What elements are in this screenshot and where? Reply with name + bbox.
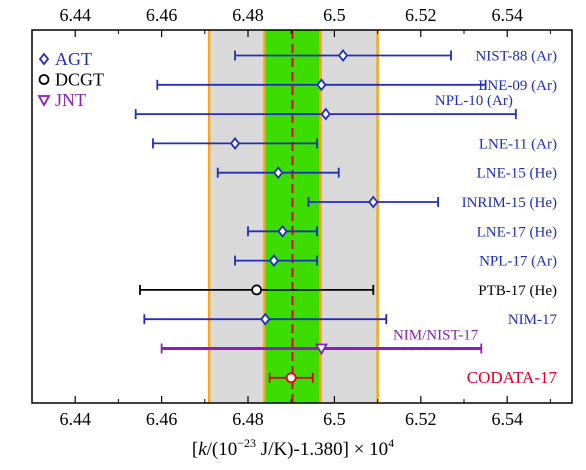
point-label: NPL-17 (Ar) xyxy=(479,254,557,270)
xlabel-open: [ xyxy=(192,439,198,460)
x-tick-label-top: 6.54 xyxy=(491,5,523,25)
point-label: PTB-17 (He) xyxy=(478,283,557,299)
point-label: LNE-17 (He) xyxy=(477,224,557,240)
data-point-npl-17-ar-: NPL-17 (Ar) xyxy=(234,254,557,270)
data-point-nist-88-ar-: NIST-88 (Ar) xyxy=(234,49,557,65)
point-label: NIST-88 (Ar) xyxy=(475,49,557,65)
plot-frame xyxy=(31,29,573,404)
point-marker xyxy=(268,254,280,268)
point-label: NPL-10 (Ar) xyxy=(435,93,513,109)
axes: 6.44 6.44 6.46 6.46 6.48 6.48 6.5 6.5 6.52 6.52 6.… xyxy=(31,5,573,429)
point-label: CODATA-17 xyxy=(467,368,558,387)
point-marker xyxy=(260,312,271,326)
x-tick-label-top: 6.44 xyxy=(59,5,91,25)
data-point-lne-09-ar-: LNE-09 (Ar) xyxy=(156,78,557,94)
xlabel-exp2: 4 xyxy=(388,436,394,450)
point-label: LNE-11 (Ar) xyxy=(479,136,557,152)
legend-marker-jnt xyxy=(37,95,51,107)
xlabel-unit: J/K)-1.380] × 10 xyxy=(256,439,388,460)
x-tick-label-bottom: 6.48 xyxy=(232,409,264,429)
point-marker xyxy=(320,107,331,121)
point-marker xyxy=(251,284,263,296)
x-tick-label-bottom: 6.54 xyxy=(491,409,523,429)
point-marker xyxy=(229,136,241,150)
point-label: LNE-09 (Ar) xyxy=(478,78,557,94)
data-points: NIST-88 (Ar) LNE-09 (Ar)NPL-10 (Ar) LNE-11… xyxy=(134,49,558,387)
point-marker xyxy=(316,78,327,92)
point-marker xyxy=(273,166,284,180)
data-point-inrim-15-he-: INRIM-15 (He) xyxy=(307,195,557,211)
x-tick-label-top: 6.48 xyxy=(232,5,264,25)
data-point-nim-17: NIM-17 xyxy=(143,312,558,328)
legend-marker-dcgt xyxy=(38,74,50,85)
legend-label-dcgt: DCGT xyxy=(55,70,104,90)
point-label: NIM-17 xyxy=(508,312,558,328)
xlabel-k: k xyxy=(198,439,207,460)
point-label: LNE-15 (He) xyxy=(477,166,557,182)
point-label: NIM/NIST-17 xyxy=(393,328,479,344)
xlabel-mid: /(10 xyxy=(207,439,238,460)
x-tick-label-bottom: 6.5 xyxy=(323,409,346,429)
x-tick-label-bottom: 6.44 xyxy=(59,409,91,429)
data-point-codata-17: CODATA-17 xyxy=(268,368,558,387)
data-point-lne-15-he-: LNE-15 (He) xyxy=(216,166,557,182)
data-point-ptb-17-he-: PTB-17 (He) xyxy=(139,283,557,299)
x-tick-label-top: 6.52 xyxy=(405,5,437,25)
x-tick-label-bottom: 6.52 xyxy=(405,409,437,429)
data-point-lne-17-he-: LNE-17 (He) xyxy=(247,224,557,240)
x-tick-label-bottom: 6.46 xyxy=(146,409,178,429)
x-tick-label-top: 6.46 xyxy=(146,5,178,25)
legend-label-jnt: JNT xyxy=(55,90,86,110)
point-marker xyxy=(368,195,379,209)
data-point-npl-10-ar-: NPL-10 (Ar) xyxy=(134,93,517,121)
point-marker xyxy=(314,343,328,356)
xlabel-exp: −23 xyxy=(237,436,256,450)
x-tick-label-top: 6.5 xyxy=(323,5,346,25)
legend-marker-agt xyxy=(38,52,50,66)
x-axis-label: [k/(10−23 J/K)-1.380] × 104 xyxy=(192,436,394,460)
data-point-nim-nist-17: NIM/NIST-17 xyxy=(160,328,483,356)
legend-label-agt: AGT xyxy=(55,49,92,69)
data-point-lne-11-ar-: LNE-11 (Ar) xyxy=(152,136,557,152)
point-marker xyxy=(277,224,288,238)
point-marker xyxy=(285,372,297,384)
point-marker xyxy=(337,49,349,62)
point-label: INRIM-15 (He) xyxy=(462,195,557,211)
